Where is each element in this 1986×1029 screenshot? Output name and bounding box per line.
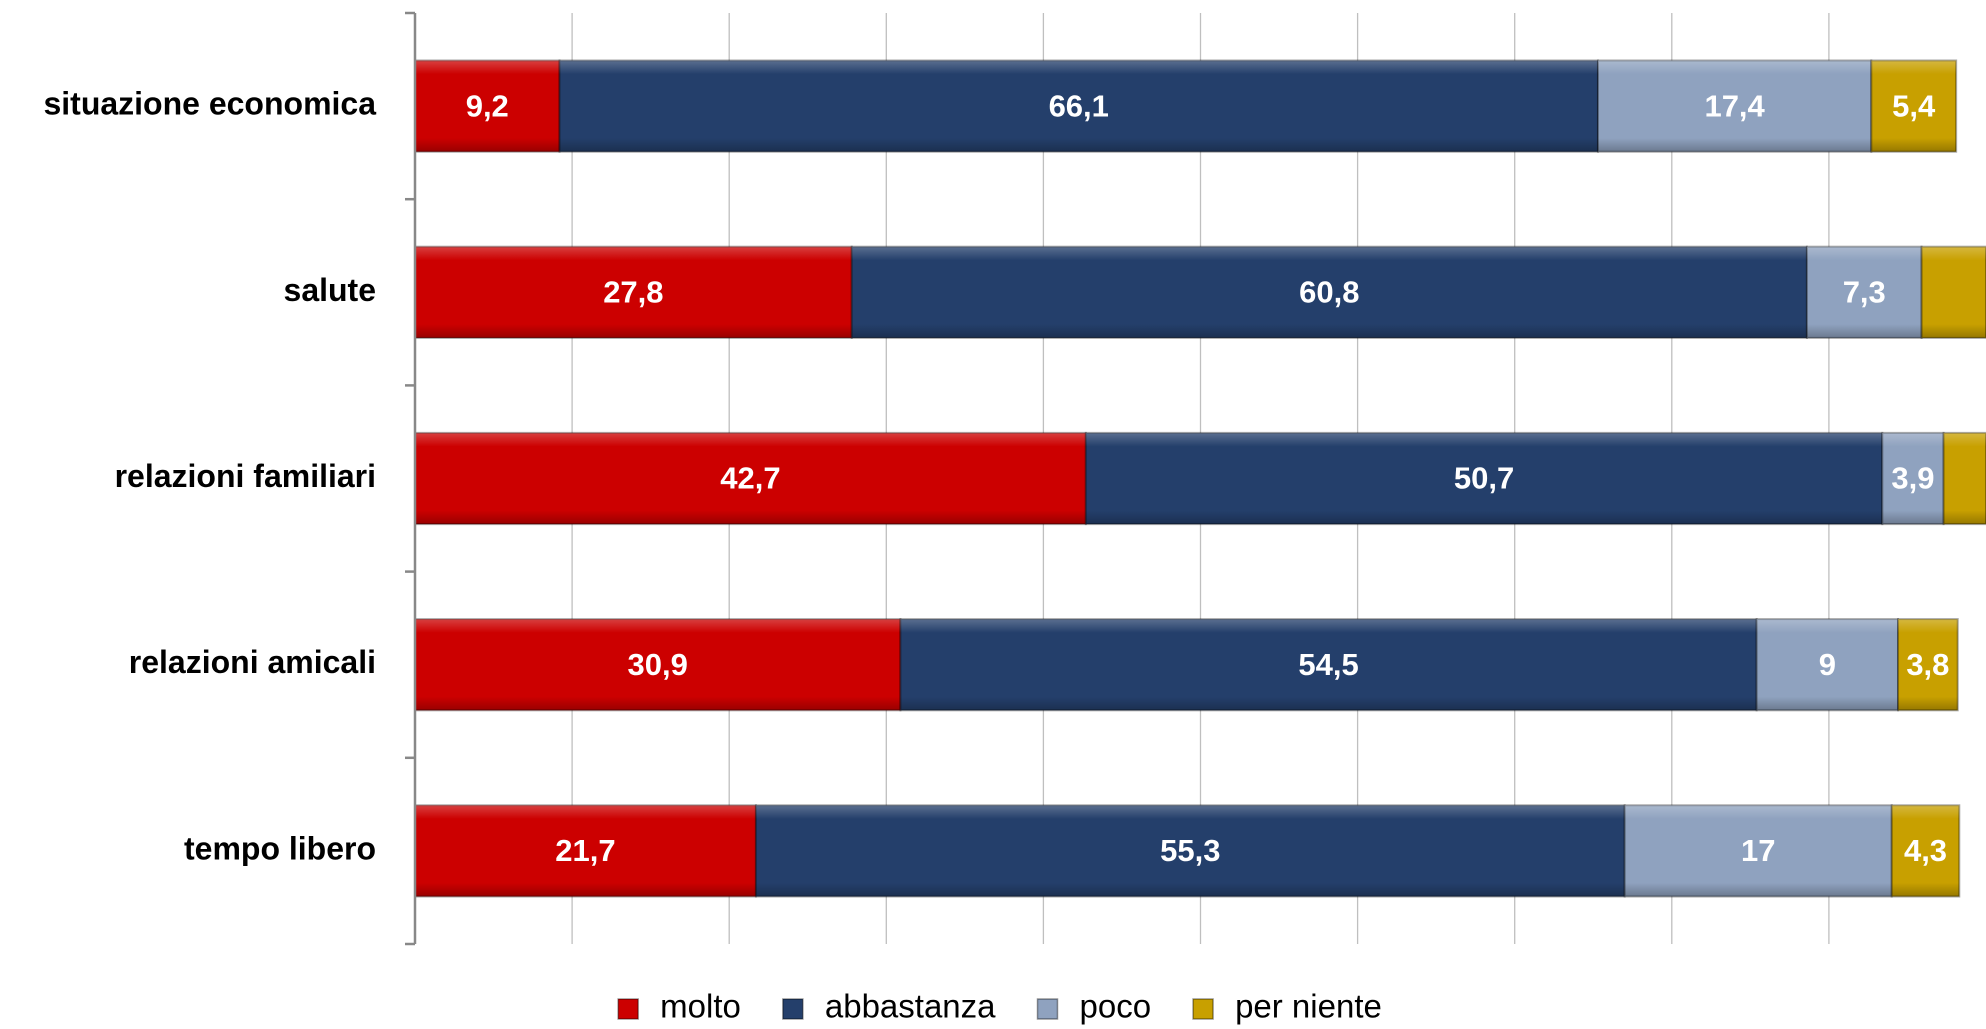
value-label: 17	[1741, 833, 1775, 868]
value-label: 4,3	[1904, 833, 1947, 868]
value-label: 27,8	[603, 274, 663, 309]
value-label: 3,8	[1906, 647, 1949, 682]
bar-shine	[415, 60, 560, 152]
bar-shine	[1624, 805, 1892, 897]
bar-shine	[1898, 619, 1958, 711]
bar-shine	[1943, 432, 1986, 525]
bar-shine	[559, 60, 1598, 152]
value-label: 9,2	[466, 88, 509, 123]
legend-swatch	[617, 998, 639, 1020]
value-label: 60,8	[1299, 274, 1359, 309]
bar-shine	[851, 246, 1807, 338]
legend: molto abbastanza poco per niente	[617, 988, 1382, 1025]
category-label: situazione economica	[43, 86, 376, 122]
value-label: 55,3	[1160, 833, 1220, 868]
category-label: salute	[284, 272, 376, 308]
bar-shine	[900, 619, 1757, 711]
bar-shine	[1597, 60, 1872, 152]
bar-shine	[1806, 246, 1922, 338]
value-label: 5,4	[1892, 88, 1936, 123]
value-label: 50,7	[1454, 461, 1514, 496]
value-label: 7,3	[1843, 274, 1886, 309]
value-label: 30,9	[628, 647, 688, 682]
bar-shine	[1882, 432, 1944, 525]
bar-shine	[1085, 432, 1883, 525]
bars: 9,2 66,1 17,4 5,4 27,8 60,8 7,3 42,7 50,7 3,9 30,9…	[415, 59, 1986, 898]
legend-swatch	[1192, 998, 1214, 1020]
legend-label: per niente	[1235, 988, 1382, 1025]
bar-shine	[415, 246, 852, 338]
value-label: 3,9	[1891, 461, 1934, 496]
value-label: 66,1	[1049, 88, 1109, 123]
value-label: 9	[1819, 647, 1836, 682]
bar-shine	[415, 432, 1086, 525]
bar-shine	[415, 805, 756, 897]
bar-shine	[755, 805, 1625, 897]
category-label: relazioni amicali	[129, 644, 376, 680]
bar-shine	[1871, 60, 1957, 152]
legend-swatch	[1036, 998, 1059, 1020]
value-label: 54,5	[1298, 647, 1358, 682]
value-label: 42,7	[720, 461, 780, 496]
category-label: relazioni familiari	[115, 458, 376, 494]
axis: situazione economica salute relazioni fami…	[43, 11, 417, 946]
value-label: 17,4	[1704, 88, 1765, 123]
bar-shine	[1921, 246, 1986, 338]
value-label: 21,7	[555, 833, 615, 868]
bar-shine	[1756, 619, 1899, 711]
bar-shine	[415, 619, 901, 711]
legend-swatch	[782, 998, 804, 1020]
legend-label: poco	[1080, 988, 1152, 1025]
legend-label: molto	[660, 988, 741, 1025]
bar-shine	[1891, 805, 1960, 897]
category-label: tempo libero	[184, 830, 376, 866]
legend-label: abbastanza	[825, 988, 996, 1025]
